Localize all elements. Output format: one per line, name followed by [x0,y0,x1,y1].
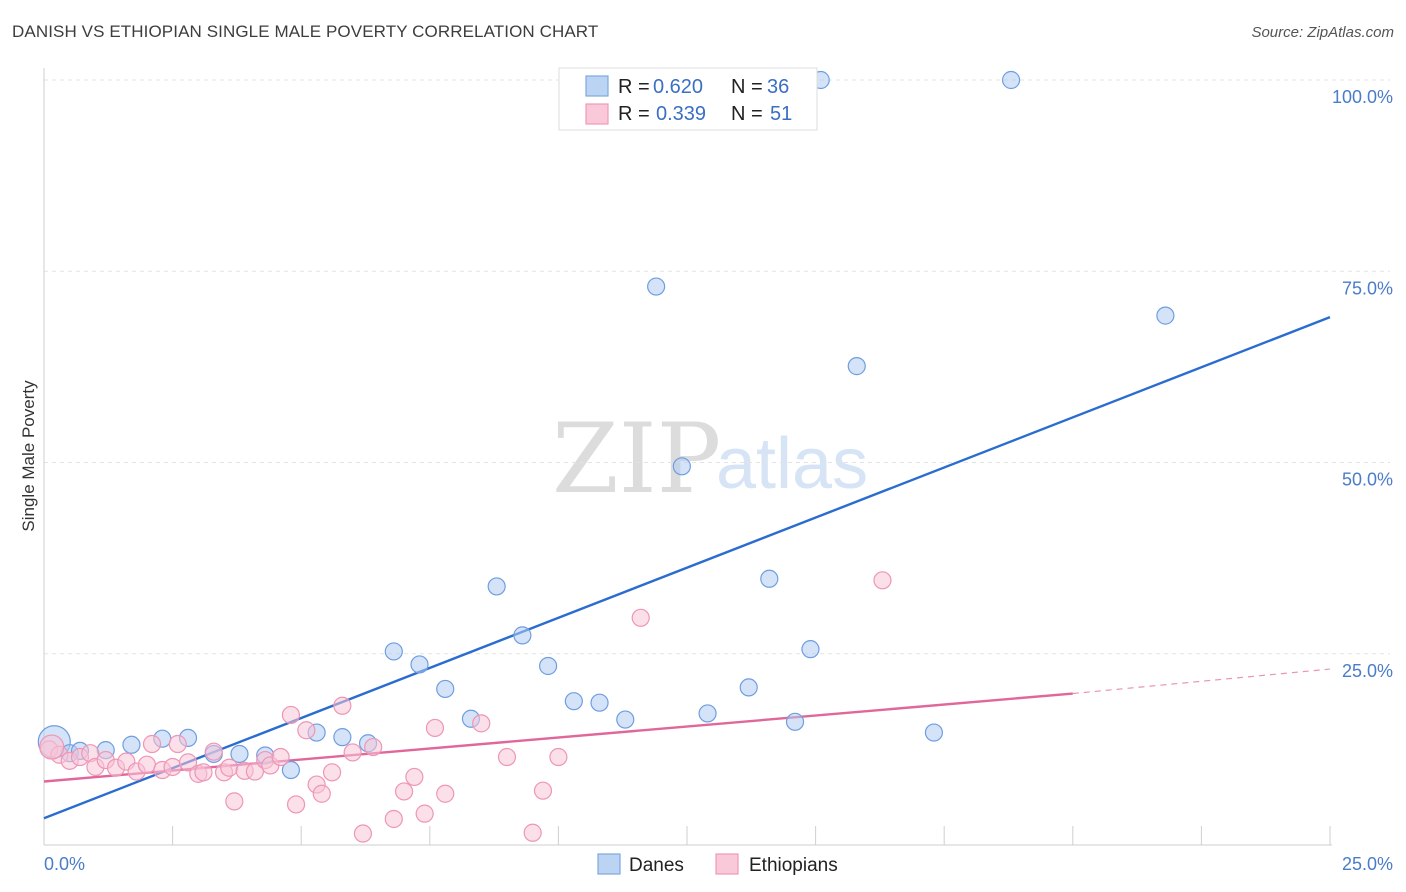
point-danes [848,358,865,375]
legend-r-value-ethiopians: 0.339 [656,103,706,125]
point-danes [673,458,690,475]
legend-swatch-danes [598,854,620,874]
point-danes [699,705,716,722]
point-ethiopians [416,805,433,822]
legend-bottom: Danes Ethiopians [598,854,838,876]
point-danes [648,278,665,295]
point-danes [1157,307,1174,324]
point-danes [411,656,428,673]
point-ethiopians [169,736,186,753]
watermark-atlas: atlas [716,424,868,504]
point-ethiopians [437,785,454,802]
x-tick-label: 0.0% [44,854,85,874]
legend-n-value-danes: 36 [767,76,789,98]
point-ethiopians [138,756,155,773]
point-danes [1003,72,1020,89]
point-ethiopians [365,739,382,756]
point-danes [925,724,942,741]
point-ethiopians [195,764,212,781]
point-ethiopians [324,764,341,781]
legend-n-label: N = [731,76,763,98]
point-ethiopians [385,810,402,827]
point-danes [787,713,804,730]
legend-swatch-ethiopians [586,104,608,124]
y-tick-label: 75.0% [1342,278,1393,298]
y-tick-label: 25.0% [1342,661,1393,681]
legend-n-value-ethiopians: 51 [770,103,792,125]
y-tick-label: 100.0% [1332,87,1393,107]
point-ethiopians [313,785,330,802]
point-danes [385,643,402,660]
point-danes [437,680,454,697]
point-ethiopians [550,749,567,766]
legend-swatch-ethiopians [716,854,738,874]
point-danes [617,711,634,728]
trend-line-ethiopians-extrapolated [1073,669,1330,693]
point-ethiopians [144,736,161,753]
point-ethiopians [524,824,541,841]
point-ethiopians [396,783,413,800]
legend-r-label: R = [618,76,650,98]
point-ethiopians [344,744,361,761]
point-ethiopians [164,758,181,775]
point-danes [123,736,140,753]
point-danes [565,693,582,710]
trend-line-danes [44,317,1330,818]
point-danes [514,627,531,644]
point-ethiopians [498,749,515,766]
point-ethiopians [221,759,238,776]
y-tick-label: 50.0% [1342,470,1393,490]
legend-label-ethiopians: Ethiopians [749,855,838,876]
x-tick-label: 25.0% [1342,854,1393,874]
watermark-zip: ZIP [552,403,721,515]
legend-top: R = 0.620 N = 36 R = 0.339 N = 51 [559,68,817,130]
legend-swatch-danes [586,76,608,96]
point-ethiopians [288,796,305,813]
point-ethiopians [473,715,490,732]
point-danes [761,570,778,587]
point-ethiopians [426,719,443,736]
point-danes [540,657,557,674]
legend-n-label: N = [731,103,763,125]
scatter-chart: ZIP atlas 100.0% 75.0% 50.0% 25.0% 0.0% 25.0%… [0,0,1406,892]
point-ethiopians [226,793,243,810]
legend-r-value-danes: 0.620 [653,76,703,98]
point-ethiopians [282,706,299,723]
point-ethiopians [334,697,351,714]
point-danes [591,694,608,711]
legend-r-label: R = [618,103,650,125]
point-ethiopians [205,743,222,760]
point-ethiopians [354,825,371,842]
trend-lines [44,317,1330,818]
point-danes [488,578,505,595]
point-ethiopians [874,572,891,589]
point-ethiopians [406,768,423,785]
grid-lines [44,80,1390,654]
point-ethiopians [40,735,64,759]
point-ethiopians [272,749,289,766]
point-ethiopians [534,782,551,799]
point-danes [802,641,819,658]
point-ethiopians [298,722,315,739]
point-ethiopians [632,609,649,626]
point-danes [740,679,757,696]
point-danes [334,729,351,746]
y-axis-label: Single Male Poverty [19,380,38,532]
legend-label-danes: Danes [629,855,684,876]
